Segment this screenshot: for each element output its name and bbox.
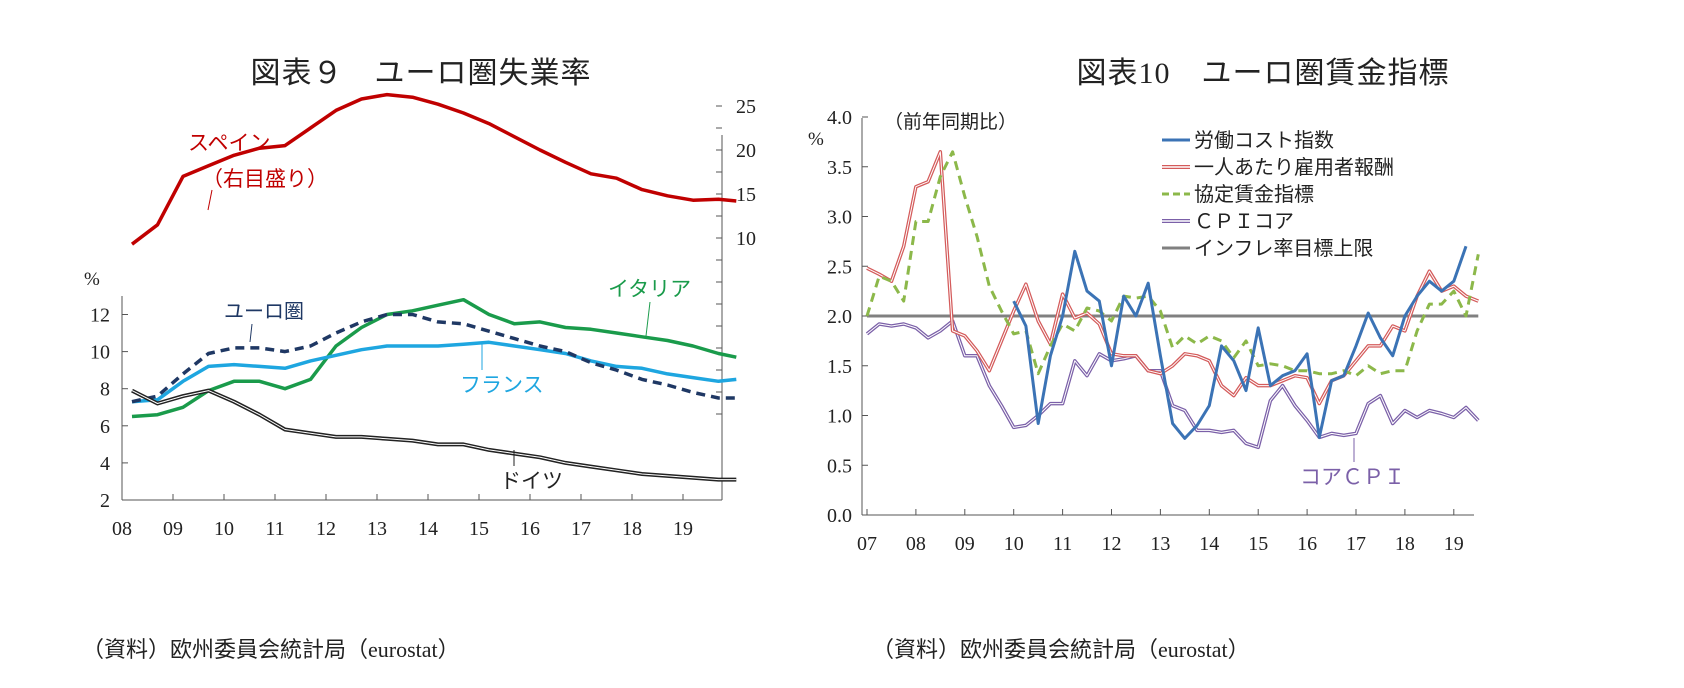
x-tick-label: 19 [673, 518, 693, 540]
pointer-spain [207, 189, 213, 211]
x-tick-label: 18 [1395, 533, 1415, 555]
y-tick-label-right: 25 [736, 96, 756, 118]
legend-item: 協定賃金指標 [1162, 183, 1314, 206]
label-spain: スペイン [188, 131, 271, 155]
x-tick-label: 12 [1102, 533, 1122, 555]
series-line [1012, 245, 1468, 440]
label-france: フランス [460, 373, 544, 397]
y-tick-label: 3.5 [827, 157, 852, 179]
legend-item: 労働コスト指数 [1162, 129, 1334, 152]
legend-label: 協定賃金指標 [1194, 183, 1314, 206]
chart-title: 図表９ ユーロ圏失業率 [250, 57, 592, 90]
series-line [865, 150, 1480, 378]
label-spain-note: （右目盛り） [202, 167, 328, 191]
x-tick-label: 13 [1150, 533, 1170, 555]
series-line-inner [866, 320, 1479, 448]
x-tick-label: 08 [112, 518, 132, 540]
x-tick-label: 11 [265, 518, 284, 540]
y-tick-label: 0.5 [827, 455, 852, 477]
x-tick-label: 16 [520, 518, 540, 540]
x-tick-label: 11 [1053, 533, 1072, 555]
y-tick-label: 2.5 [827, 256, 852, 278]
x-tick-label: 16 [1297, 533, 1317, 555]
y-tick-label: 10 [90, 342, 110, 364]
y-tick-label: 2.0 [827, 306, 852, 328]
y-tick-label: 8 [100, 379, 110, 401]
series-line [131, 340, 737, 404]
x-tick-label: 13 [367, 518, 387, 540]
x-tick-label: 15 [469, 518, 489, 540]
label-euro: ユーロ圏 [224, 301, 304, 323]
x-tick-label: 09 [163, 518, 183, 540]
y-tick-label: 6 [100, 416, 110, 438]
legend-label: 労働コスト指数 [1194, 129, 1334, 152]
legend-item: 一人あたり雇用者報酬 [1162, 156, 1394, 179]
x-tick-label: 12 [316, 518, 336, 540]
x-tick-label: 17 [571, 518, 591, 540]
chart-title: 図表10 ユーロ圏賃金指標 [1076, 57, 1450, 90]
y-tick-label: 4.0 [827, 107, 852, 129]
x-tick-label: 15 [1248, 533, 1268, 555]
legend-label: 一人あたり雇用者報酬 [1194, 156, 1394, 179]
y-tick-label-right: 15 [736, 184, 756, 206]
x-tick-label: 17 [1346, 533, 1366, 555]
x-tick-label: 09 [955, 533, 975, 555]
pointer-italy [645, 301, 651, 337]
unemployment-chart: 2 4 6 8 10 12% 10 15 20 25% 08 09 10 11 12 13 14 15 16 17 18… [84, 92, 824, 540]
series-line [131, 388, 737, 482]
legend-item: インフレ率目標上限 [1162, 237, 1373, 260]
x-tick-label: 14 [1199, 533, 1219, 555]
series-line [865, 319, 1480, 450]
series-line [131, 297, 737, 419]
y-tick-label: 0.0 [827, 505, 852, 527]
y-tick-label: 4 [100, 453, 110, 475]
label-italy: イタリア [608, 277, 691, 301]
y-tick-label-right: 10 [736, 228, 756, 250]
label-core-cpi: コアＣＰＩ [1300, 465, 1405, 489]
y-axis-unit-right: % [808, 129, 824, 150]
pointer-euro [249, 323, 253, 343]
y-tick-label-right: 20 [736, 140, 756, 162]
y-axis-unit-left: % [84, 269, 100, 290]
x-tick-label: 10 [214, 518, 234, 540]
y-tick-label: 1.0 [827, 406, 852, 428]
y-tick-label: 3.0 [827, 207, 852, 229]
label-germany: ドイツ [500, 469, 563, 493]
y-tick-label: 2 [100, 490, 110, 512]
x-tick-label: 18 [622, 518, 642, 540]
series-line [130, 92, 737, 246]
wage-indicator-chart: 0.0 0.5 1.0 1.5 2.0 2.5 3.0 3.5 4.0 07 08 09 10 11 12 1… [827, 107, 1480, 555]
chart-panel-wages: 図表10 ユーロ圏賃金指標 0.0 0.5 1.0 1.5 2.0 2.5 3.0 3.5 4.… [827, 0, 1684, 688]
x-tick-label: 19 [1444, 533, 1464, 555]
x-tick-label: 08 [906, 533, 926, 555]
series-line-inner [131, 390, 737, 481]
source-note: （資料）欧州委員会統計局（eurostat） [82, 637, 460, 662]
legend-label: ＣＰＩコア [1194, 211, 1294, 233]
legend-item: ＣＰＩコア [1162, 211, 1294, 233]
x-tick-label: 10 [1004, 533, 1024, 555]
x-tick-label: 14 [418, 518, 438, 540]
x-tick-label: 07 [857, 533, 877, 555]
legend-label: インフレ率目標上限 [1194, 237, 1373, 260]
series-line [131, 312, 737, 404]
source-note: （資料）欧州委員会統計局（eurostat） [872, 637, 1250, 662]
y-tick-label: 12 [90, 305, 110, 327]
series-line-inner [866, 151, 1479, 405]
chart-panel-unemployment: 図表９ ユーロ圏失業率 2 4 6 8 10 12% 10 15 20 25% 08 09 10 11 12… [82, 57, 824, 662]
chart-subtitle: （前年同期比） [884, 111, 1017, 133]
y-tick-label: 1.5 [827, 356, 852, 378]
